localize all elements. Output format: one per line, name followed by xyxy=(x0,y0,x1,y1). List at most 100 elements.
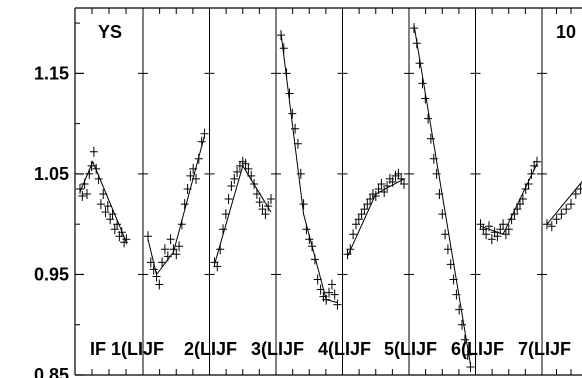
data-point xyxy=(518,194,527,204)
data-point xyxy=(293,138,302,149)
data-point xyxy=(94,173,103,184)
fit-line xyxy=(347,178,405,257)
data-point xyxy=(113,219,122,230)
data-point xyxy=(310,254,319,265)
data-point xyxy=(110,224,119,235)
panel-label-7: 7(LIJF xyxy=(518,339,571,359)
data-point xyxy=(316,284,325,295)
panel-7 xyxy=(476,156,541,245)
data-point xyxy=(446,259,455,270)
data-point xyxy=(426,133,435,144)
panel-series xyxy=(76,23,582,372)
data-point xyxy=(146,257,155,268)
data-point xyxy=(333,299,342,310)
data-point xyxy=(441,229,450,240)
data-point xyxy=(308,241,317,252)
data-point xyxy=(282,68,291,79)
data-point xyxy=(264,201,273,212)
data-point xyxy=(346,244,355,255)
panel-8 xyxy=(543,180,582,232)
y-tick-labels: 0.85 0.95 1.05 1.15 xyxy=(34,63,69,378)
data-point xyxy=(267,194,275,204)
data-point xyxy=(163,251,172,262)
data-point xyxy=(543,219,551,230)
data-point xyxy=(224,194,233,204)
data-point xyxy=(516,199,524,210)
data-point xyxy=(183,184,192,194)
panel-label-3: 3(LIJF xyxy=(251,339,304,359)
panel-6 xyxy=(410,23,475,372)
corner-label-10: 10 xyxy=(556,22,576,42)
data-point xyxy=(180,199,189,210)
data-point xyxy=(149,264,158,275)
data-point xyxy=(432,168,441,179)
data-point xyxy=(380,187,389,197)
data-point xyxy=(89,146,98,157)
panel-label-4: 4(LIJF xyxy=(318,339,371,359)
data-point xyxy=(288,108,297,119)
data-point xyxy=(571,189,580,199)
data-point xyxy=(277,30,285,41)
data-point xyxy=(216,244,225,255)
data-point xyxy=(482,229,491,240)
panel-label-5: 5(LIJF xyxy=(384,339,437,359)
data-point xyxy=(421,93,430,104)
data-point xyxy=(296,168,305,179)
data-point xyxy=(449,274,458,285)
data-point xyxy=(255,197,264,208)
data-point xyxy=(122,234,131,245)
data-point xyxy=(166,234,175,245)
data-point xyxy=(177,219,186,230)
data-point xyxy=(213,261,222,272)
data-point xyxy=(250,179,259,189)
data-point xyxy=(227,181,236,191)
data-point xyxy=(78,191,87,201)
data-point xyxy=(108,209,117,220)
data-point xyxy=(247,170,256,181)
data-point xyxy=(493,231,502,242)
data-point xyxy=(562,204,571,215)
y-tick-label: 1.15 xyxy=(34,63,69,83)
panel-label-2: 2(LIJF xyxy=(184,339,237,359)
data-point xyxy=(103,201,112,212)
plot-frame xyxy=(74,7,582,376)
data-point xyxy=(244,163,253,174)
data-point xyxy=(80,179,89,189)
data-point xyxy=(313,274,322,285)
data-point xyxy=(458,319,466,330)
data-point xyxy=(443,244,452,255)
data-point xyxy=(435,189,444,199)
data-point xyxy=(99,189,108,199)
fit-line xyxy=(546,180,582,225)
panel-label-6: 6(LIJF xyxy=(451,339,504,359)
data-point xyxy=(552,214,561,225)
data-point xyxy=(241,158,250,169)
panel-3 xyxy=(210,156,275,272)
data-point xyxy=(349,229,358,240)
data-point xyxy=(438,209,447,220)
data-point xyxy=(291,123,300,134)
data-point xyxy=(172,249,181,260)
data-point xyxy=(76,184,84,194)
data-point xyxy=(230,173,239,184)
data-point xyxy=(412,38,421,49)
panel-1 xyxy=(76,146,131,248)
data-point xyxy=(152,271,161,282)
data-point xyxy=(325,287,333,298)
data-point xyxy=(305,234,314,245)
data-point xyxy=(117,227,126,238)
fit-line xyxy=(147,135,205,276)
data-point xyxy=(197,136,206,147)
data-point xyxy=(418,78,427,89)
data-point xyxy=(507,214,516,225)
data-point xyxy=(327,279,336,290)
data-point xyxy=(576,184,582,194)
data-point xyxy=(363,199,372,210)
data-point xyxy=(354,214,363,225)
corner-label-ys: YS xyxy=(98,22,122,42)
data-point xyxy=(557,209,566,220)
data-point xyxy=(397,173,406,184)
panel-labels: IF 1(LIJF 2(LIJF 3(LIJF 4(LIJF 5(LIJF 6(LIJF 7… xyxy=(90,339,571,359)
data-point xyxy=(424,113,433,124)
